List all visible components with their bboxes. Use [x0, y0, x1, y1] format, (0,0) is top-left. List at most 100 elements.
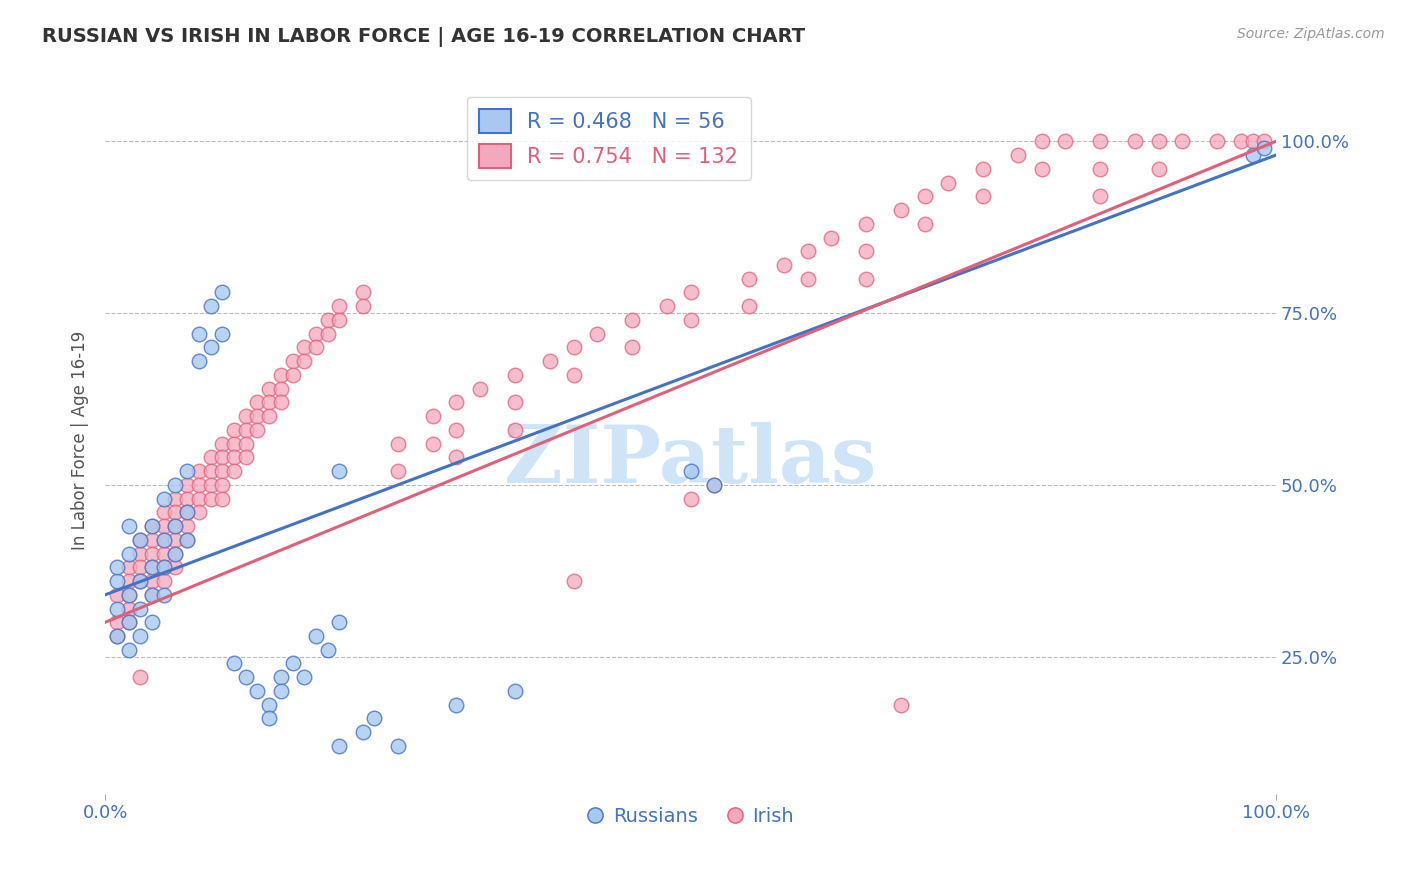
- Point: [328, 615, 350, 630]
- Point: [129, 629, 152, 643]
- Point: [703, 478, 725, 492]
- Point: [129, 670, 152, 684]
- Point: [352, 299, 374, 313]
- Point: [211, 491, 233, 506]
- Point: [176, 533, 198, 547]
- Point: [105, 574, 128, 588]
- Point: [176, 464, 198, 478]
- Point: [538, 354, 561, 368]
- Point: [200, 450, 222, 465]
- Point: [200, 299, 222, 313]
- Point: [152, 560, 174, 574]
- Point: [387, 739, 409, 753]
- Point: [129, 560, 152, 574]
- Point: [176, 491, 198, 506]
- Point: [328, 313, 350, 327]
- Point: [1241, 134, 1264, 148]
- Point: [235, 436, 257, 450]
- Point: [187, 326, 209, 341]
- Point: [257, 409, 280, 424]
- Legend: Russians, Irish: Russians, Irish: [579, 799, 801, 834]
- Point: [738, 271, 761, 285]
- Point: [141, 588, 163, 602]
- Point: [1230, 134, 1253, 148]
- Point: [141, 615, 163, 630]
- Y-axis label: In Labor Force | Age 16-19: In Labor Force | Age 16-19: [72, 331, 89, 549]
- Point: [281, 368, 304, 382]
- Point: [281, 354, 304, 368]
- Point: [257, 395, 280, 409]
- Point: [129, 574, 152, 588]
- Text: Source: ZipAtlas.com: Source: ZipAtlas.com: [1237, 27, 1385, 41]
- Point: [1007, 148, 1029, 162]
- Point: [211, 436, 233, 450]
- Point: [1171, 134, 1194, 148]
- Point: [246, 423, 269, 437]
- Point: [1241, 148, 1264, 162]
- Point: [129, 574, 152, 588]
- Point: [972, 161, 994, 176]
- Point: [152, 588, 174, 602]
- Point: [176, 478, 198, 492]
- Point: [141, 519, 163, 533]
- Point: [292, 341, 315, 355]
- Point: [141, 560, 163, 574]
- Point: [152, 533, 174, 547]
- Point: [176, 505, 198, 519]
- Point: [292, 354, 315, 368]
- Point: [141, 560, 163, 574]
- Point: [679, 313, 702, 327]
- Point: [503, 684, 526, 698]
- Point: [105, 560, 128, 574]
- Point: [387, 464, 409, 478]
- Point: [211, 478, 233, 492]
- Point: [141, 533, 163, 547]
- Point: [105, 615, 128, 630]
- Point: [316, 642, 339, 657]
- Point: [117, 547, 139, 561]
- Point: [235, 409, 257, 424]
- Point: [211, 285, 233, 300]
- Point: [562, 341, 585, 355]
- Point: [1090, 134, 1112, 148]
- Point: [117, 574, 139, 588]
- Point: [187, 478, 209, 492]
- Point: [152, 519, 174, 533]
- Point: [270, 684, 292, 698]
- Point: [222, 450, 245, 465]
- Point: [129, 533, 152, 547]
- Point: [679, 285, 702, 300]
- Point: [152, 574, 174, 588]
- Point: [1031, 161, 1053, 176]
- Point: [363, 711, 385, 725]
- Point: [422, 436, 444, 450]
- Point: [270, 395, 292, 409]
- Point: [222, 657, 245, 671]
- Point: [222, 464, 245, 478]
- Point: [129, 533, 152, 547]
- Point: [200, 464, 222, 478]
- Point: [446, 698, 468, 712]
- Point: [316, 313, 339, 327]
- Point: [165, 533, 187, 547]
- Point: [503, 423, 526, 437]
- Point: [105, 629, 128, 643]
- Point: [914, 189, 936, 203]
- Point: [117, 601, 139, 615]
- Point: [187, 464, 209, 478]
- Point: [246, 684, 269, 698]
- Point: [141, 574, 163, 588]
- Point: [141, 519, 163, 533]
- Point: [176, 505, 198, 519]
- Point: [235, 423, 257, 437]
- Point: [222, 423, 245, 437]
- Point: [200, 478, 222, 492]
- Point: [503, 368, 526, 382]
- Point: [1253, 141, 1275, 155]
- Point: [165, 560, 187, 574]
- Text: RUSSIAN VS IRISH IN LABOR FORCE | AGE 16-19 CORRELATION CHART: RUSSIAN VS IRISH IN LABOR FORCE | AGE 16…: [42, 27, 806, 46]
- Point: [257, 698, 280, 712]
- Point: [129, 601, 152, 615]
- Point: [187, 491, 209, 506]
- Point: [152, 491, 174, 506]
